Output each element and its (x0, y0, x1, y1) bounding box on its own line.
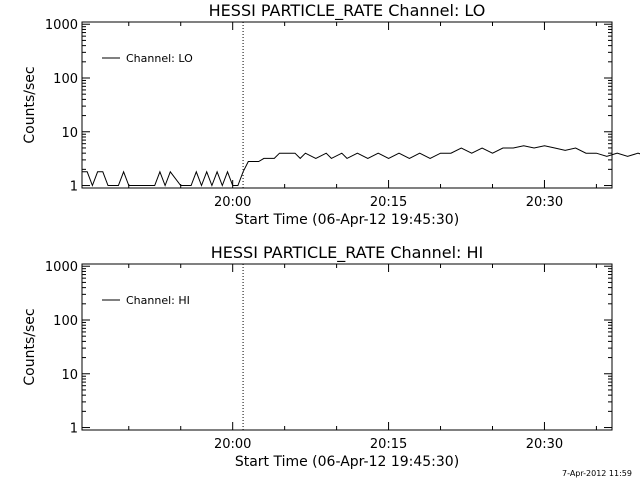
chart-title: HESSI PARTICLE_RATE Channel: HI (211, 243, 484, 263)
plot-frame (81, 21, 613, 189)
x-tick-label: 20:15 (370, 195, 407, 210)
y-tick-label: 100 (53, 72, 78, 87)
panel-lo: HESSI PARTICLE_RATE Channel: LO Start Tim… (22, 1, 640, 228)
y-tick-label: 1000 (45, 260, 78, 275)
y-tick-label: 10 (61, 368, 78, 383)
x-tick-label: 20:30 (526, 195, 563, 210)
legend-label: Channel: LO (126, 52, 193, 65)
legend-label: Channel: HI (126, 294, 190, 307)
x-tick-label: 20:00 (214, 195, 251, 210)
y-tick-label: 10 (61, 126, 78, 141)
y-tick-label: 1 (70, 180, 78, 195)
y-axis-label: Counts/sec (22, 66, 38, 143)
panel-hi: HESSI PARTICLE_RATE Channel: HI Start Tim… (22, 243, 613, 470)
chart-title: HESSI PARTICLE_RATE Channel: LO (209, 1, 486, 21)
y-tick-label: 1000 (45, 18, 78, 33)
x-tick-label: 20:15 (370, 437, 407, 452)
x-axis-label: Start Time (06-Apr-12 19:45:30) (235, 454, 459, 470)
timestamp: 7-Apr-2012 11:59 (562, 469, 632, 478)
series-line-lo (82, 145, 640, 187)
x-tick-label: 20:30 (526, 437, 563, 452)
y-tick-label: 100 (53, 314, 78, 329)
y-tick-label: 1 (70, 422, 78, 437)
y-axis-label: Counts/sec (22, 308, 38, 385)
x-axis-label: Start Time (06-Apr-12 19:45:30) (235, 212, 459, 228)
plot-frame (81, 263, 613, 431)
x-tick-label: 20:00 (214, 437, 251, 452)
